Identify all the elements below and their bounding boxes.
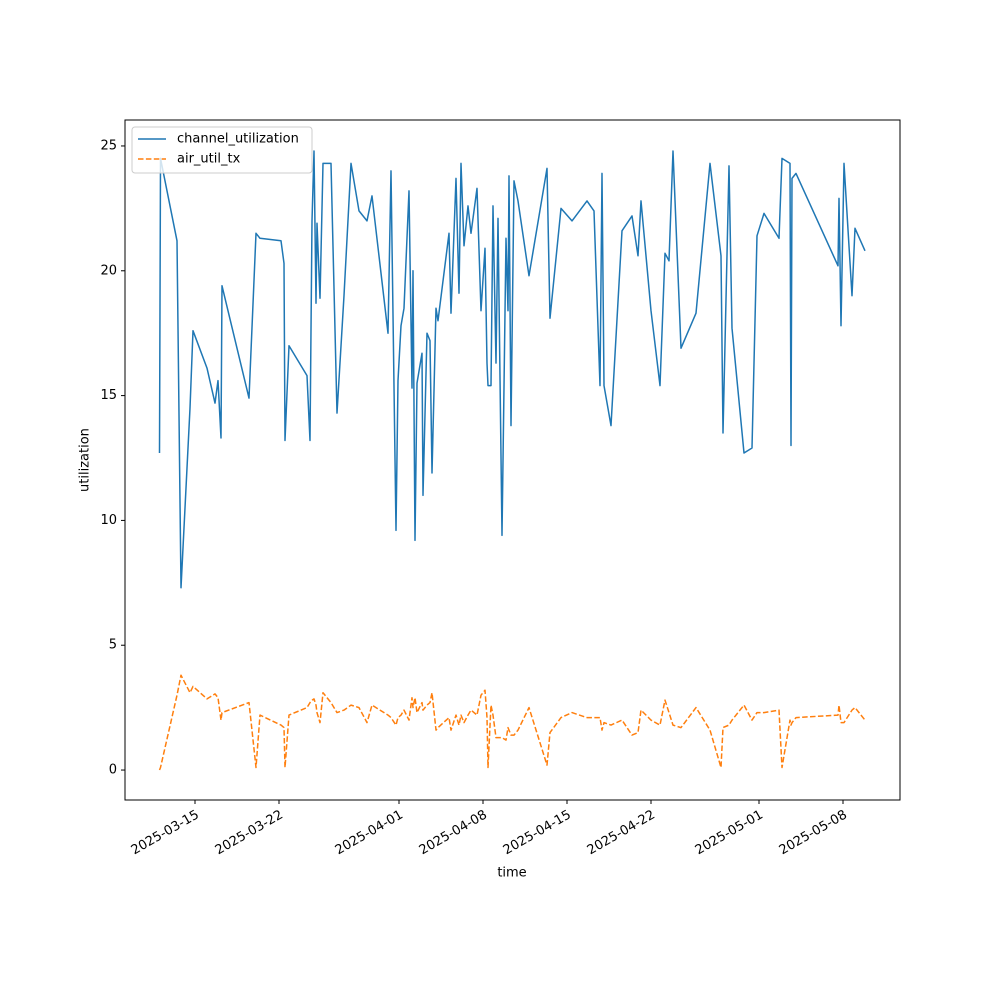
x-tick-label: 2025-05-01 [693, 808, 766, 859]
x-tick-label: 2025-05-08 [777, 808, 850, 859]
x-tick-label: 2025-04-08 [417, 808, 490, 859]
y-tick-label: 25 [100, 138, 117, 153]
legend-box [131, 126, 313, 174]
y-tick-label: 0 [109, 763, 117, 778]
x-tick-label: 2025-04-15 [501, 808, 574, 859]
x-axis-label: time [497, 866, 526, 881]
legend-label: air_util_tx [177, 152, 241, 167]
x-tick-label: 2025-03-15 [129, 808, 202, 859]
series-line [158, 150, 866, 589]
x-tick-label: 2025-04-22 [585, 808, 658, 859]
x-tick-label: 2025-04-01 [333, 808, 406, 859]
y-axis-label: utilization [78, 428, 93, 492]
y-tick-label: 10 [100, 513, 117, 528]
legend-label: channel_utilization [177, 132, 299, 147]
y-tick-label: 20 [100, 263, 117, 278]
y-tick-label: 15 [100, 388, 117, 403]
series-line [158, 674, 866, 771]
y-tick-label: 5 [109, 638, 117, 653]
plot-frame [124, 119, 901, 801]
x-tick-label: 2025-03-22 [213, 808, 286, 859]
